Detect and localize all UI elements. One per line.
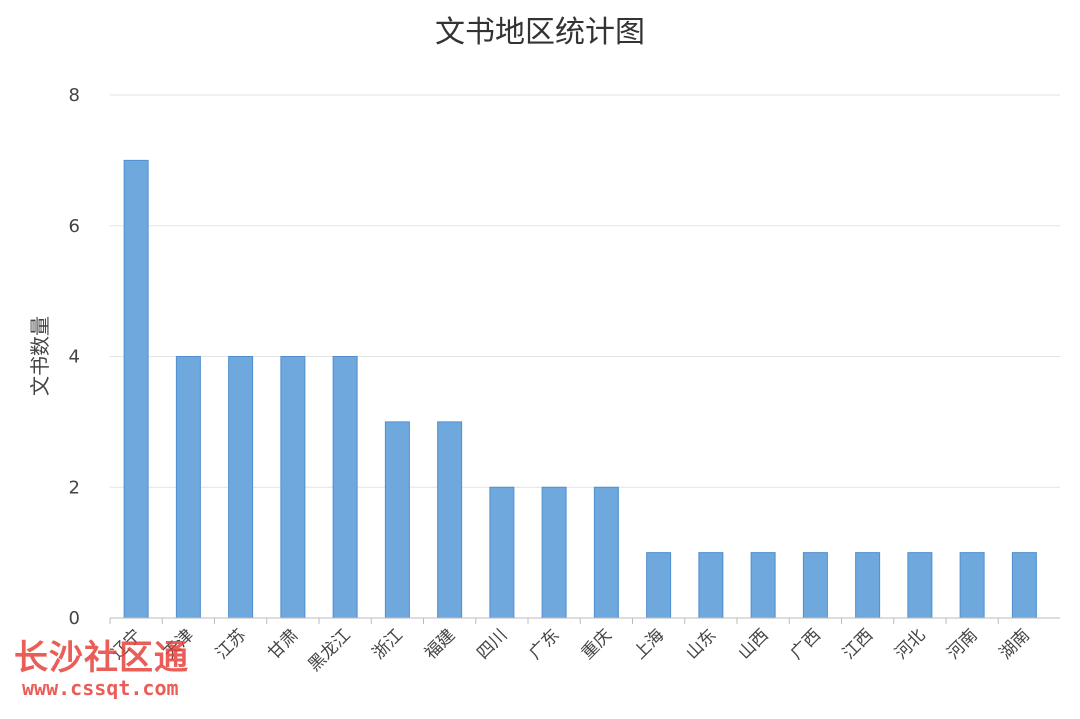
bar-2 [228, 356, 254, 619]
x-tick-label: 黑龙江 [304, 625, 354, 675]
bar-16 [959, 552, 985, 619]
bar-14 [855, 552, 881, 619]
y-tick-labels: 0 2 4 6 8 [69, 85, 80, 629]
x-tick-label: 重庆 [578, 625, 616, 663]
bar-7 [489, 486, 515, 619]
x-tick-label: 河北 [891, 625, 929, 663]
y-tick-label: 6 [69, 216, 80, 237]
grid-lines [110, 94, 1060, 488]
bar-13 [802, 552, 828, 619]
bar-1 [175, 356, 201, 619]
bar-11 [698, 552, 724, 619]
bar-17 [1011, 552, 1037, 619]
bar-8 [541, 486, 567, 619]
watermark-main-text: 长沙社区通 [14, 638, 189, 678]
x-tick-label: 福建 [421, 625, 459, 663]
bar-4 [332, 356, 358, 619]
y-tick-label: 2 [69, 477, 80, 498]
x-tick-label: 山西 [734, 625, 772, 663]
y-tick-label: 4 [69, 347, 80, 368]
watermark-logo: 长沙社区通 www.cssqt.com [14, 640, 234, 710]
chart-title: 文书地区统计图 [435, 15, 645, 50]
x-tick-label: 广东 [525, 625, 563, 663]
y-axis-label: 文书数量 [28, 316, 52, 396]
bar-10 [646, 552, 672, 619]
x-tick-label: 甘肃 [264, 625, 302, 663]
bar-12 [750, 552, 776, 619]
bar-15 [907, 552, 933, 619]
watermark-url-text: www.cssqt.com [22, 676, 179, 700]
x-tick-label: 广西 [787, 625, 825, 663]
x-tick-label: 湖南 [996, 625, 1034, 663]
bar-9 [593, 486, 619, 619]
bar-6 [437, 421, 463, 619]
x-tick-label: 上海 [630, 625, 668, 663]
y-tick-label: 0 [69, 608, 80, 629]
x-tick-label: 四川 [473, 625, 511, 663]
x-tick-label: 江西 [839, 625, 877, 663]
x-tick-label: 河南 [943, 625, 981, 663]
x-tick-label: 浙江 [369, 625, 407, 663]
x-tick-label: 山东 [682, 625, 720, 663]
bar-3 [280, 356, 306, 619]
x-tick-labels: 辽宁 天津 江苏 甘肃 黑龙江 浙江 福建 四川 广东 重庆 上海 山东 山西 广西 江西 河北 河南 湖南 [107, 618, 1034, 676]
y-tick-label: 8 [69, 85, 80, 106]
bar-0 [123, 159, 149, 619]
bar-5 [384, 421, 410, 619]
bars [123, 159, 1037, 619]
